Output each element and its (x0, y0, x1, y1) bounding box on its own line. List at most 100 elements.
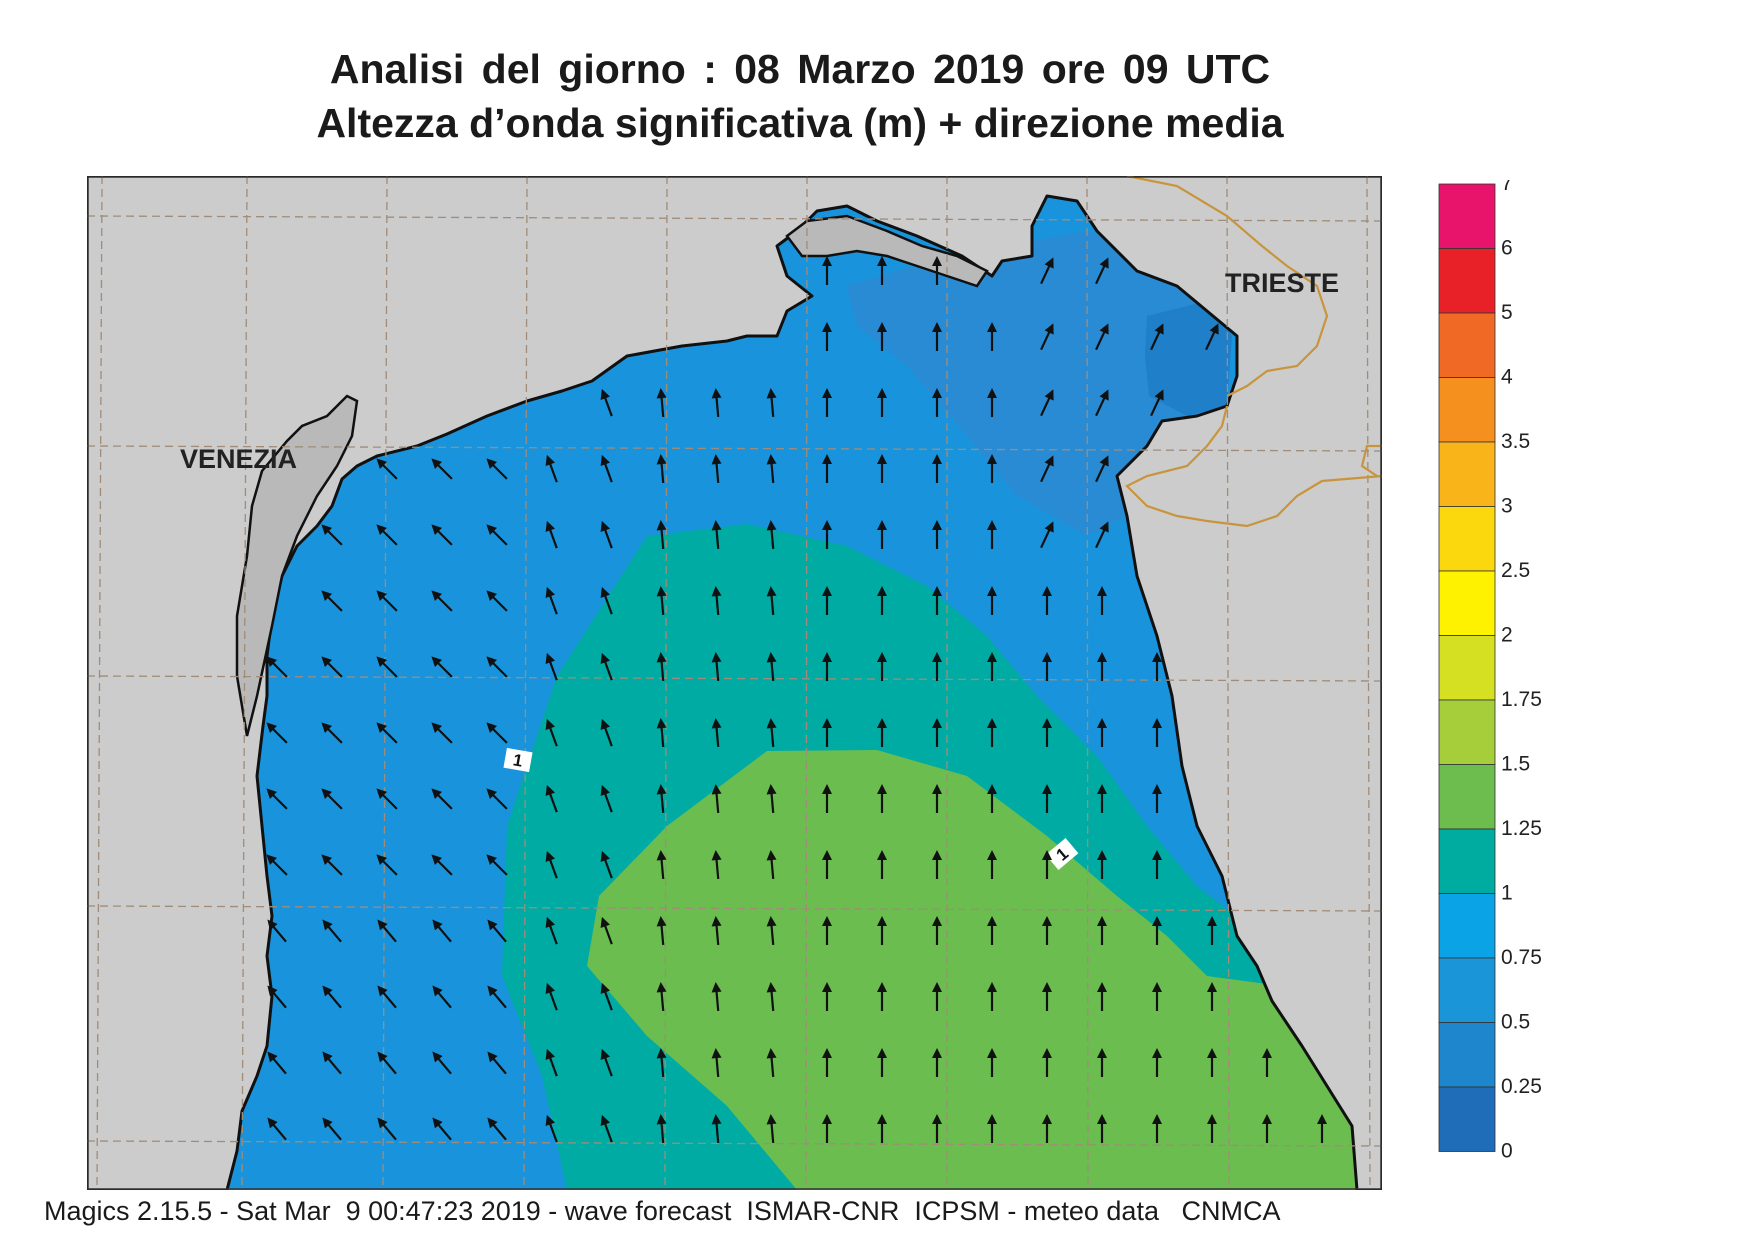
chart-title-variable: Altezza d’onda significativa (m) + direz… (316, 100, 1284, 146)
colorbar-swatch (1438, 183, 1496, 249)
wave-direction-arrow (932, 322, 942, 351)
wave-direction-arrow (267, 1117, 287, 1141)
wave-direction-arrow (1152, 784, 1162, 813)
footer-credits: Magics 2.15.5 - Sat Mar 9 00:47:23 2019 … (44, 1196, 1281, 1226)
map-frame (87, 176, 1382, 1190)
wave-direction-arrow (656, 388, 667, 418)
wave-direction-arrow (932, 388, 942, 417)
wave-direction-arrow (1262, 1114, 1272, 1143)
wave-direction-arrow (877, 520, 887, 549)
colorbar-tick-label: 6 (1501, 237, 1513, 260)
wave-direction-arrow (711, 718, 722, 748)
wave-direction-arrow (766, 1048, 777, 1078)
wave-band-1-25 (587, 750, 1382, 1190)
wave-direction-arrow (766, 916, 777, 946)
wave-direction-arrow (822, 256, 832, 285)
wave-direction-arrow (987, 322, 997, 351)
wave-direction-arrow (987, 586, 997, 615)
wave-direction-arrow (267, 985, 287, 1009)
wave-direction-arrow (822, 388, 832, 417)
wave-height-map: 1 1 VENEZIA TRIESTE (87, 176, 1382, 1190)
wave-direction-arrow (711, 388, 722, 418)
colorbar-tick-label: 0 (1501, 1140, 1513, 1163)
wave-direction-arrow (1097, 586, 1107, 615)
wave-direction-arrow (1152, 1114, 1162, 1143)
wave-direction-arrow (766, 850, 777, 880)
colorbar-tick-label: 2 (1501, 624, 1513, 647)
wave-direction-arrow (987, 982, 997, 1011)
wave-direction-arrow (711, 982, 722, 1012)
wave-direction-arrow (987, 916, 997, 945)
wave-direction-arrow (656, 652, 667, 682)
wave-direction-arrow (877, 982, 887, 1011)
wave-direction-arrow (987, 1048, 997, 1077)
wave-direction-arrow (822, 916, 832, 945)
wave-direction-arrow (1152, 1048, 1162, 1077)
colorbar-swatch (1438, 441, 1496, 507)
wave-direction-arrow (545, 982, 558, 1011)
wave-direction-arrow (877, 586, 887, 615)
colorbar-tick-label: 0.25 (1501, 1075, 1542, 1098)
wave-direction-arrow (822, 520, 832, 549)
colorbar-tick-label: 1 (1501, 882, 1513, 905)
wave-direction-arrow (766, 586, 777, 616)
wave-direction-arrow (1152, 850, 1162, 879)
colorbar-swatch (1438, 635, 1496, 701)
wave-direction-arrow (545, 520, 558, 549)
wave-direction-arrow (877, 1114, 887, 1143)
wave-direction-arrow (656, 718, 667, 748)
wave-direction-arrow (545, 916, 558, 945)
wave-direction-arrow (877, 652, 887, 681)
wave-direction-arrow (987, 520, 997, 549)
wave-direction-arrow (487, 1051, 507, 1075)
wave-direction-arrow (711, 520, 722, 550)
colorbar-tick-label: 0.75 (1501, 946, 1542, 969)
wave-direction-arrow (711, 454, 722, 484)
wave-direction-arrow (656, 850, 667, 880)
wave-direction-arrow (432, 919, 452, 943)
wave-direction-arrow (711, 784, 722, 814)
wave-direction-arrow (1097, 718, 1107, 747)
wave-direction-arrow (656, 586, 667, 616)
wave-direction-arrow (822, 784, 832, 813)
wave-direction-arrow (932, 850, 942, 879)
wave-direction-arrow (932, 982, 942, 1011)
wave-direction-arrow (711, 586, 722, 616)
wave-direction-arrow (656, 1048, 667, 1078)
wave-direction-arrow (1042, 1114, 1052, 1143)
wave-direction-arrow (1097, 916, 1107, 945)
colorbar-swatch (1438, 570, 1496, 636)
wave-direction-arrow (1040, 455, 1054, 483)
colorbar-tick-label: 4 (1501, 366, 1513, 389)
wave-direction-arrow (1207, 916, 1217, 945)
wave-direction-arrow (1042, 982, 1052, 1011)
wave-direction-arrow (1152, 982, 1162, 1011)
contour-label-1b: 1 (1045, 837, 1079, 871)
wave-direction-arrow (1040, 521, 1054, 549)
wave-direction-arrow (987, 388, 997, 417)
wave-direction-arrow (322, 985, 342, 1009)
colorbar-swatch (1438, 1022, 1496, 1088)
graticule (87, 176, 1382, 1190)
wave-direction-arrow (1207, 1048, 1217, 1077)
colorbar-tick-label: 2.5 (1501, 559, 1530, 582)
wave-direction-arrow (877, 256, 887, 285)
wave-direction-arrow (432, 1117, 452, 1141)
wave-direction-arrow (877, 1048, 887, 1077)
wave-direction-arrow (656, 454, 667, 484)
colorbar-swatch (1438, 506, 1496, 572)
wave-direction-arrow (656, 916, 667, 946)
wave-direction-arrow (600, 718, 613, 747)
wave-direction-arrow (1152, 718, 1162, 747)
wave-direction-arrow (822, 850, 832, 879)
wave-direction-arrow (656, 784, 667, 814)
wave-direction-arrow (600, 520, 613, 549)
colorbar-tick-label: 0.5 (1501, 1011, 1530, 1034)
wave-direction-arrow (932, 1114, 942, 1143)
wave-direction-arrow (545, 1048, 558, 1077)
colorbar-swatch (1438, 699, 1496, 765)
wave-direction-arrow (600, 1048, 613, 1077)
wave-direction-arrow (1095, 323, 1109, 351)
wave-direction-arrow (322, 919, 342, 943)
wave-direction-arrow (1042, 916, 1052, 945)
